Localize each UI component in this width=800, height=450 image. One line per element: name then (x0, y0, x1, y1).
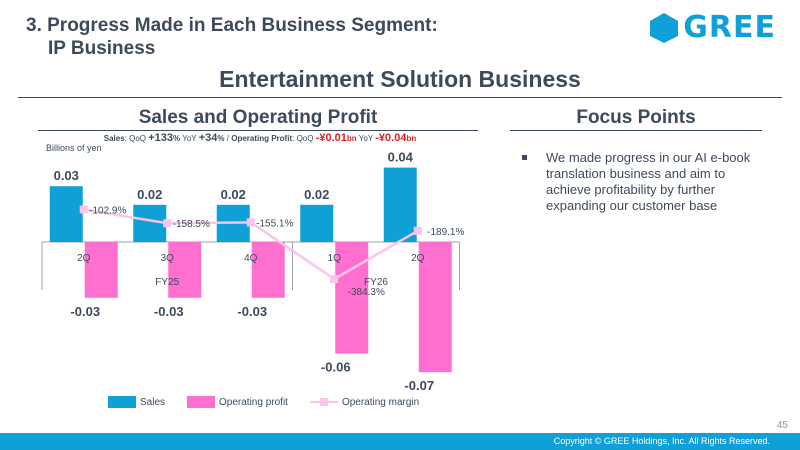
focus-point-text: We made progress in our AI e-book transl… (546, 150, 751, 213)
page-title: Entertainment Solution Business (219, 66, 581, 92)
op-value-label: -0.06 (321, 360, 351, 375)
gree-logo: GREE (649, 12, 776, 44)
sales-bar (49, 186, 83, 242)
operating-margin-label: -158.5% (173, 219, 210, 230)
op-value-label: -0.07 (404, 378, 434, 393)
operating-margin-point (413, 226, 422, 235)
legend-margin-label: Operating margin (341, 396, 420, 408)
focus-points-heading: Focus Points (510, 107, 762, 131)
footer-bar: Copyright © GREE Holdings, Inc. All Righ… (0, 433, 800, 450)
logo-text: GREE (683, 10, 776, 45)
operating-margin-point (79, 205, 88, 214)
operating-margin-point (246, 218, 255, 227)
summary-pct-2: % (217, 134, 225, 143)
legend-margin-swatch (309, 396, 338, 408)
chart-heading: Sales and Operating Profit (38, 107, 478, 131)
op-bar (251, 242, 285, 298)
op-bar (84, 242, 118, 298)
summary-separator: / (226, 134, 229, 143)
operating-margin-point (330, 275, 339, 284)
sales-value-label: 0.02 (304, 187, 329, 202)
summary-yoy-label: YoY (182, 134, 197, 143)
op-bar (335, 242, 369, 354)
operating-margin-label: -102.9% (89, 206, 126, 217)
page-number: 45 (776, 420, 788, 431)
op-bar (168, 242, 202, 298)
sales-value-label: 0.02 (221, 187, 246, 202)
summary-sales-yoy: +34 (198, 132, 218, 144)
summary-pct: % (173, 134, 181, 143)
bullet-square-icon (522, 155, 527, 160)
legend-sales-swatch (108, 396, 136, 408)
legend-operating-profit: Operating profit (187, 396, 288, 408)
op-value-label: -0.03 (154, 304, 184, 319)
sales-bar (300, 204, 334, 242)
legend-op-swatch (187, 396, 216, 408)
summary-op-qoq: -¥0.01bn (315, 132, 357, 144)
fiscal-year-label: FY26 (364, 277, 388, 288)
hexagon-logo-icon (650, 13, 679, 43)
chart-summary: Sales: QoQ +133% YoY +34% / Operating Pr… (103, 132, 417, 144)
title-divider (18, 97, 782, 98)
summary-qoq-label-2: QoQ (296, 134, 314, 143)
legend-op-label: Operating profit (219, 396, 288, 408)
focus-point-item: We made progress in our AI e-book transl… (522, 150, 772, 214)
category-label: 4Q (244, 253, 258, 264)
sales-value-label: 0.02 (137, 187, 162, 202)
summary-sales-label: Sales (103, 134, 125, 143)
category-label: 3Q (161, 253, 175, 264)
sales-bar (383, 167, 417, 242)
chart-legend: Sales Operating profit Operating margin (108, 396, 441, 408)
operating-margin-label: -155.1% (256, 218, 293, 229)
summary-op-label: Operating Profit (231, 134, 293, 143)
category-label: 1Q (328, 253, 342, 264)
section-title-line1: 3. Progress Made in Each Business Segmen… (26, 15, 438, 36)
section-title-line2: IP Business (48, 38, 156, 59)
category-label: 2Q (77, 253, 91, 264)
sales-value-label: 0.03 (54, 168, 79, 183)
legend-sales: Sales (108, 396, 165, 408)
sales-value-label: 0.04 (388, 150, 414, 165)
operating-margin-label: -384.3% (348, 287, 385, 298)
focus-points-list: We made progress in our AI e-book transl… (522, 150, 772, 214)
legend-sales-label: Sales (140, 396, 166, 408)
legend-operating-margin: Operating margin (309, 396, 420, 408)
operating-margin-label: -189.1% (427, 227, 464, 238)
summary-yoy-label-2: YoY (358, 134, 374, 143)
op-value-label: -0.03 (237, 304, 267, 319)
op-value-label: -0.03 (70, 304, 100, 319)
op-bar (418, 242, 452, 373)
summary-sales-qoq: +133 (148, 132, 174, 144)
chart-unit-label: Billions of yen (46, 143, 102, 153)
copyright-text: Copyright © GREE Holdings, Inc. All Righ… (553, 436, 770, 446)
category-label: 2Q (411, 253, 425, 264)
operating-margin-point (163, 219, 172, 228)
section-title: 3. Progress Made in Each Business Segmen… (26, 14, 438, 60)
fiscal-year-label: FY25 (155, 277, 179, 288)
summary-op-yoy: -¥0.04bn (375, 132, 417, 144)
summary-qoq-label: QoQ (129, 134, 147, 143)
